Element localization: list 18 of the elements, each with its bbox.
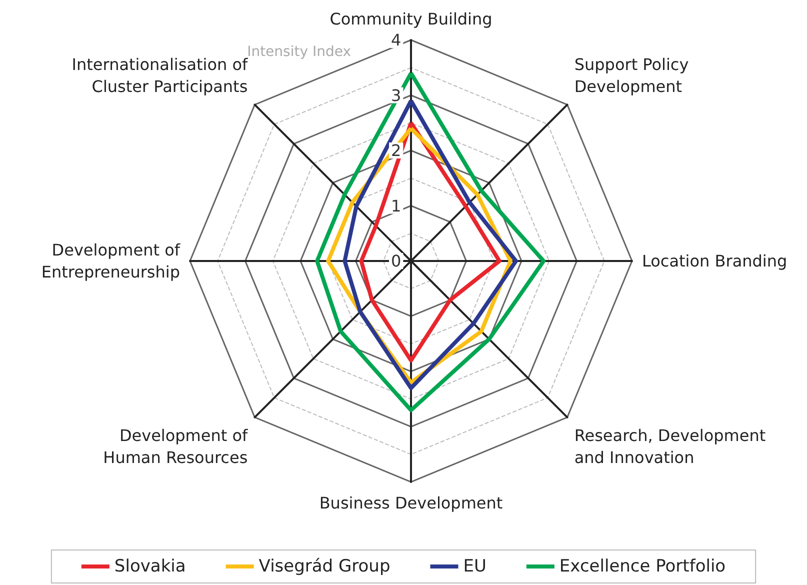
spoke-label: Research, Development and Innovation	[574, 426, 766, 467]
spoke-label: Internationalisation of Cluster Participants	[72, 55, 248, 96]
legend-label: Excellence Portfolio	[559, 556, 726, 576]
legend-label: EU	[463, 556, 486, 576]
y-tick-label: 2	[391, 141, 402, 160]
legend-label: Slovakia	[114, 556, 186, 576]
y-tick-label: 1	[391, 196, 402, 216]
spoke-label: Support Policy Development	[574, 55, 689, 96]
spoke-label: Business Development	[319, 494, 503, 512]
y-tick-label: 4	[391, 30, 402, 50]
spoke-label: Development of Entrepreneurship	[41, 240, 180, 282]
y-tick-label: 3	[391, 86, 402, 105]
text: Intensity Index	[247, 44, 351, 60]
spoke-label: Development of Human Resources	[103, 426, 248, 467]
legend-label: Visegrád Group	[258, 556, 390, 576]
spoke-label: Location Branding	[642, 252, 788, 270]
y-tick-label: 0	[391, 252, 402, 270]
spoke-label: Community Building	[330, 10, 492, 28]
